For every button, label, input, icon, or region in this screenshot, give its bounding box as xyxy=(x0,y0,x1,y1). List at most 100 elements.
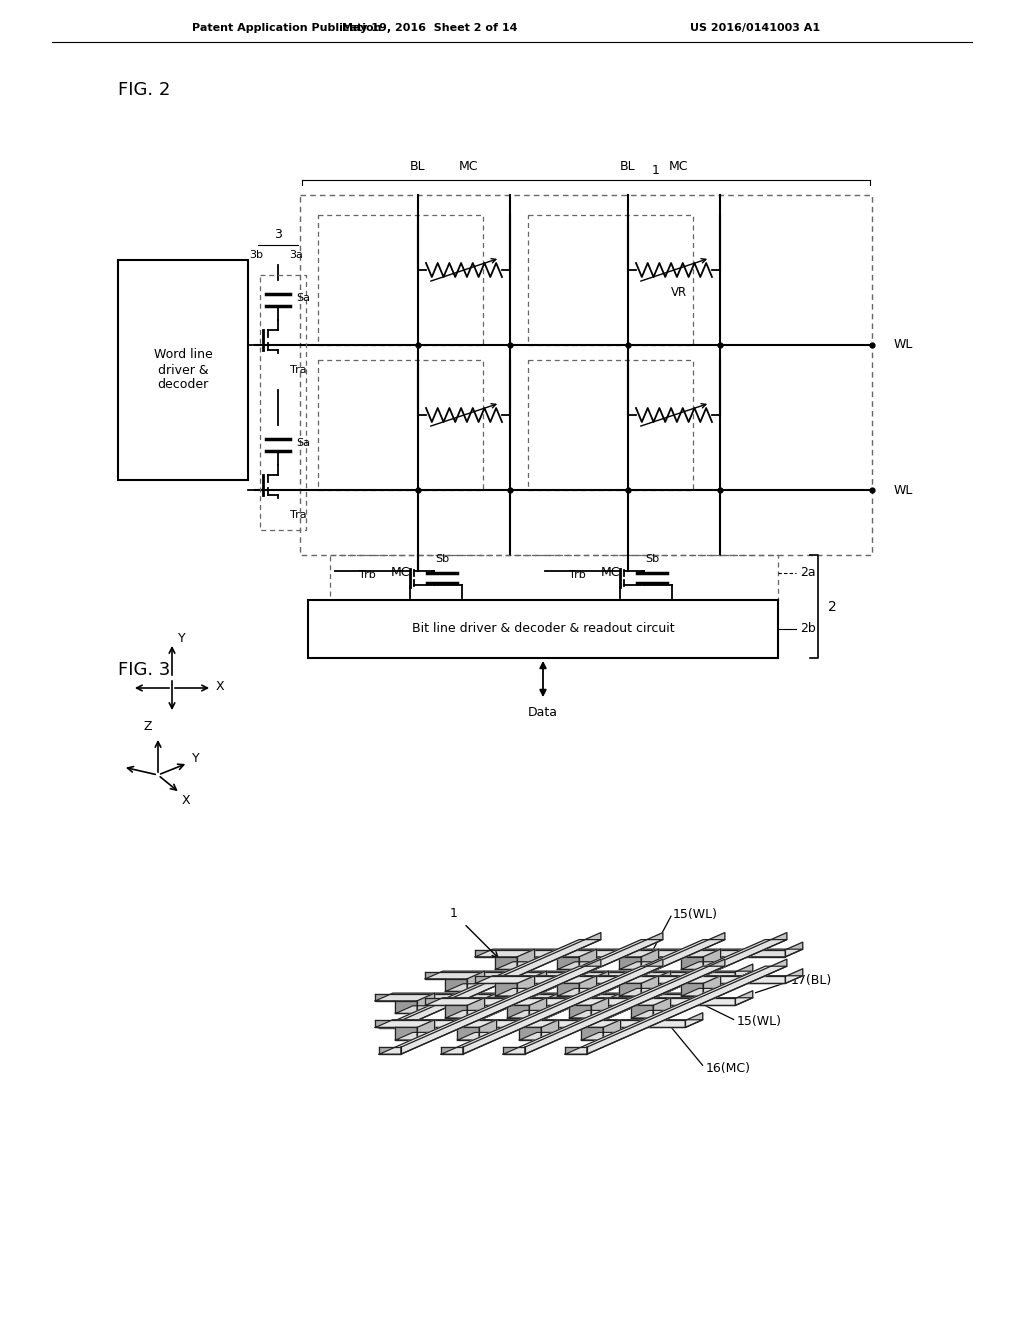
Polygon shape xyxy=(479,993,497,1014)
Polygon shape xyxy=(458,1001,479,1014)
Polygon shape xyxy=(458,1027,479,1040)
Polygon shape xyxy=(681,962,721,969)
Polygon shape xyxy=(467,998,484,1018)
Polygon shape xyxy=(467,972,484,991)
Polygon shape xyxy=(379,940,601,1027)
Polygon shape xyxy=(375,993,702,1001)
Polygon shape xyxy=(395,1001,417,1014)
Polygon shape xyxy=(557,962,597,969)
Polygon shape xyxy=(395,1027,417,1040)
Text: 1: 1 xyxy=(652,164,659,177)
Polygon shape xyxy=(503,940,725,1027)
Polygon shape xyxy=(400,960,601,1055)
Text: Sa: Sa xyxy=(296,293,310,304)
Polygon shape xyxy=(569,979,591,991)
Text: BL: BL xyxy=(411,161,426,173)
Polygon shape xyxy=(620,983,641,997)
Polygon shape xyxy=(541,1020,559,1040)
Polygon shape xyxy=(580,949,597,969)
Polygon shape xyxy=(503,966,725,1055)
Polygon shape xyxy=(400,933,601,1027)
Polygon shape xyxy=(565,966,786,1055)
Text: BL: BL xyxy=(621,161,636,173)
Polygon shape xyxy=(379,1047,400,1055)
Polygon shape xyxy=(580,975,597,997)
Text: Data: Data xyxy=(528,705,558,718)
Polygon shape xyxy=(529,998,547,1018)
Polygon shape xyxy=(375,1020,702,1027)
Text: MC: MC xyxy=(459,161,478,173)
Polygon shape xyxy=(475,950,785,957)
Polygon shape xyxy=(508,979,529,991)
Polygon shape xyxy=(379,1020,400,1027)
Polygon shape xyxy=(417,993,434,1014)
Text: Sa: Sa xyxy=(296,438,310,447)
Polygon shape xyxy=(503,1020,525,1027)
Text: May 19, 2016  Sheet 2 of 14: May 19, 2016 Sheet 2 of 14 xyxy=(342,22,518,33)
Text: Tra: Tra xyxy=(290,510,306,520)
Text: 15(WL): 15(WL) xyxy=(673,908,718,921)
Polygon shape xyxy=(508,1006,529,1018)
Text: 16(MC): 16(MC) xyxy=(706,1061,751,1074)
Polygon shape xyxy=(425,972,753,979)
Text: 2b: 2b xyxy=(800,623,816,635)
Polygon shape xyxy=(735,964,753,979)
Polygon shape xyxy=(681,989,721,997)
Text: 3: 3 xyxy=(274,228,282,242)
Polygon shape xyxy=(519,1006,559,1014)
Polygon shape xyxy=(445,1006,467,1018)
Text: Trb: Trb xyxy=(569,570,586,581)
Polygon shape xyxy=(569,983,608,991)
Polygon shape xyxy=(508,983,547,991)
Polygon shape xyxy=(441,940,663,1027)
Polygon shape xyxy=(653,972,671,991)
Polygon shape xyxy=(587,960,786,1055)
Text: WL: WL xyxy=(894,483,913,496)
Text: FIG. 2: FIG. 2 xyxy=(118,81,170,99)
Polygon shape xyxy=(785,969,803,983)
Polygon shape xyxy=(582,1001,603,1014)
Polygon shape xyxy=(445,979,467,991)
Polygon shape xyxy=(395,1006,434,1014)
Text: X: X xyxy=(216,680,224,693)
Polygon shape xyxy=(463,960,663,1055)
Text: Word line
driver &
decoder: Word line driver & decoder xyxy=(154,348,212,392)
Polygon shape xyxy=(582,1027,603,1040)
Text: VR: VR xyxy=(671,285,687,298)
Polygon shape xyxy=(475,977,785,983)
Polygon shape xyxy=(496,989,535,997)
Polygon shape xyxy=(565,1047,587,1055)
Polygon shape xyxy=(479,1020,497,1040)
Polygon shape xyxy=(582,1006,621,1014)
Text: 2: 2 xyxy=(828,601,837,614)
Polygon shape xyxy=(519,1001,541,1014)
Text: 1: 1 xyxy=(451,907,458,920)
Polygon shape xyxy=(441,1047,463,1055)
Text: WL: WL xyxy=(894,338,913,351)
Polygon shape xyxy=(525,933,725,1027)
Polygon shape xyxy=(517,949,535,969)
Text: US 2016/0141003 A1: US 2016/0141003 A1 xyxy=(690,22,820,33)
Text: MC: MC xyxy=(669,161,688,173)
Polygon shape xyxy=(425,998,735,1006)
Polygon shape xyxy=(703,949,721,969)
Text: MC: MC xyxy=(600,566,620,579)
Text: 2a: 2a xyxy=(800,566,816,579)
Polygon shape xyxy=(569,1010,608,1018)
Polygon shape xyxy=(681,957,703,969)
Polygon shape xyxy=(517,975,535,997)
Polygon shape xyxy=(591,998,608,1018)
Polygon shape xyxy=(603,993,621,1014)
Polygon shape xyxy=(496,957,517,969)
Text: Sb: Sb xyxy=(435,554,450,565)
Text: Trb: Trb xyxy=(359,570,376,581)
Text: Sb: Sb xyxy=(645,554,659,565)
Polygon shape xyxy=(685,986,702,1001)
Text: 17(BL): 17(BL) xyxy=(791,974,831,987)
Polygon shape xyxy=(425,998,753,1006)
Polygon shape xyxy=(458,1006,497,1014)
Text: Y: Y xyxy=(178,631,185,644)
Polygon shape xyxy=(785,942,803,957)
Polygon shape xyxy=(525,960,725,1055)
Polygon shape xyxy=(582,1032,621,1040)
